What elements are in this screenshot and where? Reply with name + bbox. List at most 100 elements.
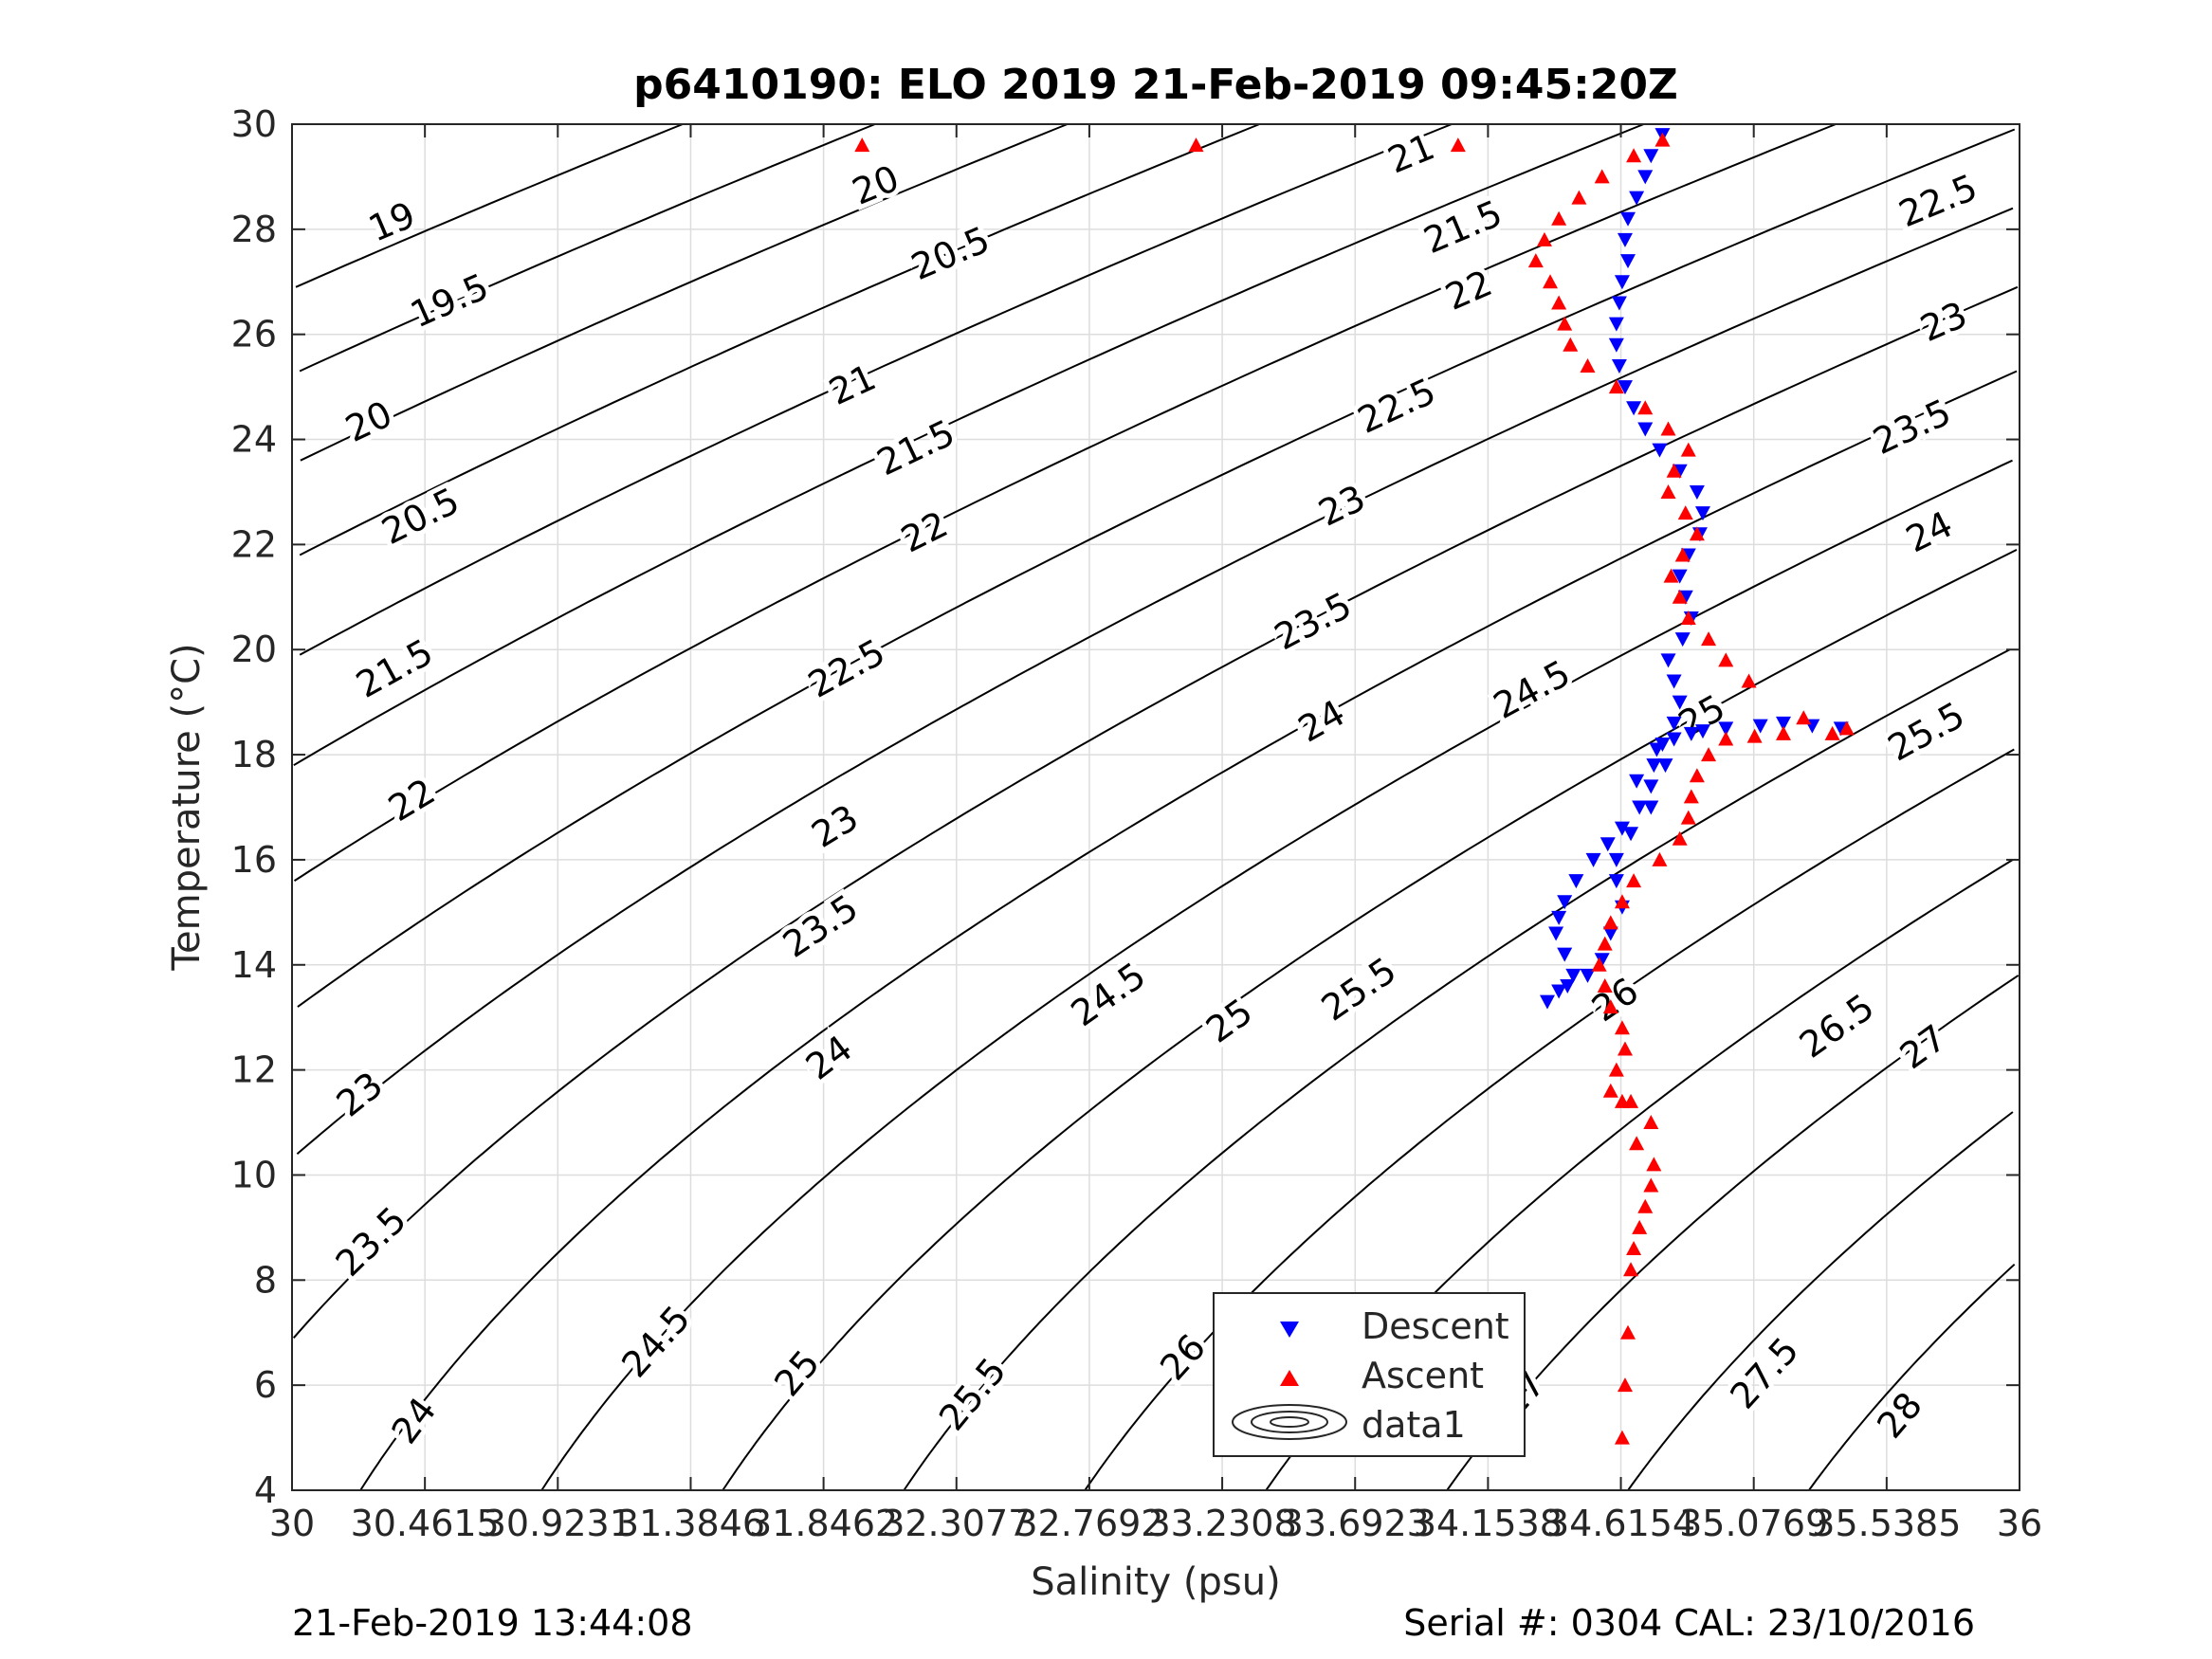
ascent-point — [1188, 137, 1204, 153]
descent-point — [1623, 827, 1639, 842]
legend-descent-marker — [1280, 1322, 1299, 1338]
x-tick-label: 35.5385 — [1812, 1503, 1961, 1544]
ascent-point — [1637, 400, 1654, 415]
descent-point — [1608, 874, 1624, 889]
descent-point — [1565, 968, 1581, 983]
descent-point — [1560, 978, 1576, 994]
descent-point — [1632, 800, 1648, 815]
legend-ascent-marker — [1280, 1370, 1299, 1386]
ascent-point — [1626, 148, 1642, 163]
y-tick-label: 24 — [231, 419, 277, 461]
ascent-point — [1701, 747, 1717, 762]
y-tick-label: 26 — [231, 314, 277, 356]
y-tick-label: 22 — [231, 523, 277, 565]
ascent-point — [1563, 337, 1579, 352]
x-tick-label: 30 — [269, 1503, 315, 1544]
descent-point — [1637, 422, 1654, 437]
ascent-point — [1680, 442, 1696, 457]
descent-point — [1660, 653, 1676, 668]
descent-point — [1620, 211, 1636, 227]
x-tick-label: 34.6154 — [1546, 1503, 1695, 1544]
ascent-point — [1591, 957, 1607, 972]
x-tick-label: 33.2308 — [1148, 1503, 1297, 1544]
descent-point — [1551, 910, 1567, 925]
density-contour-24.5 — [540, 459, 2013, 1491]
ascent-point — [1646, 1157, 1662, 1172]
descent-point — [1666, 732, 1682, 747]
descent-point — [1629, 774, 1645, 789]
ascent-point — [1543, 274, 1559, 289]
ascent-point — [1614, 894, 1630, 909]
y-tick-label: 8 — [254, 1259, 277, 1301]
ascent-point — [1660, 421, 1676, 436]
x-tick-label: 32.7692 — [1015, 1503, 1163, 1544]
descent-point — [1646, 758, 1662, 774]
ascent-point — [1643, 1177, 1659, 1193]
density-contour-22.5 — [297, 128, 2016, 1008]
descent-point — [1600, 837, 1616, 852]
ascent-point — [1701, 631, 1717, 647]
ascent-point — [1775, 725, 1791, 740]
descent-point — [1657, 758, 1673, 774]
density-contour-21.5 — [293, 123, 1645, 767]
density-contour-25 — [722, 549, 2018, 1491]
ascent-point — [1741, 673, 1757, 688]
descent-point — [1614, 821, 1630, 836]
ascent-point — [1672, 830, 1688, 846]
legend-contour-icon — [1232, 1404, 1347, 1440]
descent-point — [1620, 254, 1636, 269]
plot-area — [292, 124, 2020, 1490]
ascent-point — [1608, 379, 1624, 394]
ascent-point — [1838, 720, 1855, 736]
descent-point — [1585, 852, 1601, 867]
y-tick-label: 18 — [231, 734, 277, 775]
descent-point — [1694, 506, 1710, 521]
descent-point — [1580, 968, 1596, 983]
density-contour-24 — [359, 370, 2018, 1491]
descent-point — [1637, 170, 1654, 185]
x-tick-label: 30.9231 — [484, 1503, 632, 1544]
chart-title: p6410190: ELO 2019 21-Feb-2019 09:45:20Z — [633, 61, 1678, 109]
descent-point — [1718, 721, 1734, 737]
descent-point — [1643, 779, 1659, 794]
density-contour-28 — [1808, 1263, 2016, 1491]
y-tick-label: 16 — [231, 839, 277, 881]
ascent-point — [1689, 768, 1705, 783]
x-tick-label: 36 — [1997, 1503, 2042, 1544]
legend-box — [1213, 1292, 1526, 1457]
density-contour-25.5 — [903, 648, 2011, 1491]
x-axis-ticks: 30 30.461530.923131.384631.846232.307732.… — [269, 124, 2042, 1544]
ascent-point — [1623, 1262, 1639, 1277]
ascent-point — [1557, 316, 1573, 331]
ascent-point — [854, 137, 870, 153]
density-contour-21 — [299, 123, 1453, 656]
descent-point — [1694, 724, 1710, 739]
ascent-point — [1602, 915, 1618, 930]
ascent-point — [1602, 1083, 1618, 1098]
x-tick-label: 32.3077 — [882, 1503, 1031, 1544]
descent-point — [1752, 719, 1768, 734]
ascent-point — [1680, 610, 1696, 625]
legend-data1-label: data1 — [1362, 1404, 1466, 1446]
y-tick-label: 14 — [231, 944, 277, 986]
ascent-point — [1746, 728, 1763, 743]
x-tick-label: 35.0769 — [1679, 1503, 1828, 1544]
ascent-point — [1551, 210, 1567, 226]
legend-descent-label: Descent — [1362, 1305, 1509, 1347]
descent-point — [1611, 358, 1627, 374]
descent-series — [1539, 128, 1849, 1010]
density-contour-19.5 — [299, 123, 876, 373]
footer-serial-cal: Serial #: 0304 CAL: 23/10/2016 — [1403, 1602, 1975, 1644]
descent-point — [1672, 569, 1688, 584]
plot-frame — [291, 123, 2020, 1491]
ascent-point — [1652, 851, 1668, 866]
descent-point — [1643, 800, 1659, 815]
ascent-point — [1632, 1219, 1648, 1234]
ascent-point — [1689, 526, 1705, 541]
ascent-point — [1683, 789, 1699, 804]
density-contour-23 — [296, 207, 2014, 1156]
y-axis-ticks: 4 6 8 10 12 14 16 18 20 22 24 26 28 30 — [231, 103, 2020, 1511]
ascent-point — [1623, 1093, 1639, 1108]
y-tick-label: 20 — [231, 629, 277, 670]
